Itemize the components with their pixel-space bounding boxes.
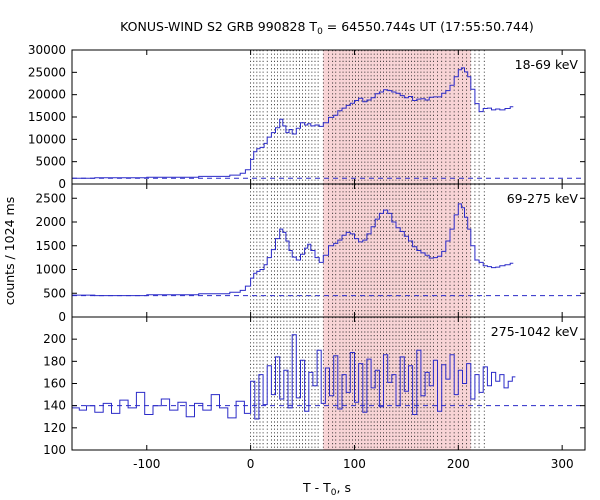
y-axis-label: counts / 1024 ms	[2, 197, 17, 305]
panel-18-69-kev: 0 5000 10000 15000 20000 25000 30000 18-69 keV	[28, 43, 586, 191]
shaded-interval	[323, 50, 471, 184]
y-tick-label: 100	[43, 443, 66, 457]
y-tick-label: 200	[43, 332, 66, 346]
y-tick-label: 1500	[35, 239, 66, 253]
panel-275-1042-kev: 100 120 140 160 180 200 275-1042 keV	[43, 316, 586, 457]
energy-band-label: 275-1042 keV	[491, 324, 579, 339]
y-tick-label: 180	[43, 354, 66, 368]
chart-title: KONUS-WIND S2 GRB 990828 T0 = 64550.744s…	[120, 19, 534, 37]
x-tick-label: -100	[133, 457, 160, 471]
y-tick-label: 160	[43, 377, 66, 391]
y-tick-label: 2000	[35, 215, 66, 229]
panel-69-275-kev: 0 500 1000 1500 2000 2500 69-275 keV	[35, 183, 586, 324]
x-tick-label: 200	[447, 457, 470, 471]
x-tick-label: 300	[551, 457, 574, 471]
y-tick-label: 5000	[35, 155, 66, 169]
y-tick-label: 15000	[28, 110, 66, 124]
y-tick-label: 0	[58, 177, 66, 191]
energy-band-label: 69-275 keV	[507, 191, 579, 206]
y-tick-label: 140	[43, 399, 66, 413]
y-tick-label: 120	[43, 421, 66, 435]
x-axis-label: T - T0, s	[302, 480, 351, 498]
y-tick-label: 0	[58, 310, 66, 324]
shaded-interval	[323, 317, 471, 450]
x-axis: -100 0 100 200 300	[133, 457, 573, 471]
y-tick-label: 500	[43, 286, 66, 300]
x-tick-label: 0	[247, 457, 255, 471]
light-curve-18-69-kev	[72, 67, 514, 179]
energy-band-label: 18-69 keV	[515, 57, 579, 72]
y-tick-label: 25000	[28, 65, 66, 79]
y-tick-label: 1000	[35, 263, 66, 277]
light-curve-275-1042-kev	[72, 334, 516, 420]
y-tick-label: 2500	[35, 191, 66, 205]
light-curve-69-275-kev	[72, 203, 514, 297]
x-tick-label: 100	[343, 457, 366, 471]
shaded-interval	[323, 184, 471, 317]
y-tick-label: 20000	[28, 88, 66, 102]
y-tick-label: 30000	[28, 43, 66, 57]
y-tick-label: 10000	[28, 132, 66, 146]
